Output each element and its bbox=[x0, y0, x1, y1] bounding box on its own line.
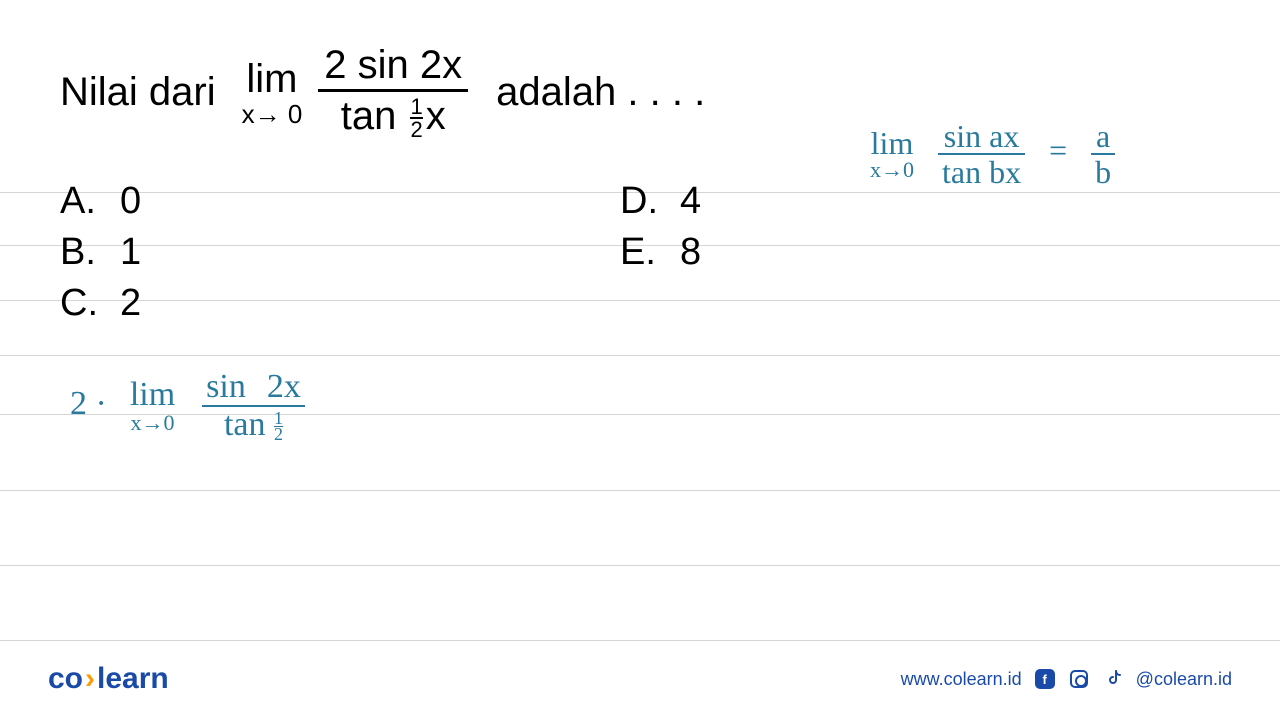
fraction-denominator: tan 1 2 x bbox=[335, 92, 452, 140]
fraction-numerator: 2 sin 2x bbox=[318, 45, 468, 89]
question-text: Nilai dari lim x→ 0 2 sin 2x tan 1 2 x a… bbox=[60, 45, 705, 140]
options-left-column: A. 0 B. 1 C. 2 bbox=[60, 180, 160, 333]
handwritten-formula: lim x→0 sin ax tan bx = a b bbox=[870, 120, 1115, 188]
hw-formula-rhs: a b bbox=[1091, 120, 1115, 188]
tiktok-icon bbox=[1102, 668, 1124, 690]
lim-label: lim bbox=[246, 59, 297, 99]
question-prefix: Nilai dari bbox=[60, 70, 216, 115]
question-suffix: adalah . . . . bbox=[496, 70, 705, 115]
lim-sub: x→ 0 bbox=[242, 101, 303, 127]
half-fraction: 1 2 bbox=[410, 97, 422, 141]
facebook-icon: f bbox=[1034, 668, 1056, 690]
option-c: C. 2 bbox=[60, 282, 160, 325]
website-url: www.colearn.id bbox=[901, 669, 1022, 690]
option-a: A. 0 bbox=[60, 180, 160, 223]
instagram-icon bbox=[1068, 668, 1090, 690]
option-e: E. 8 bbox=[620, 231, 720, 274]
hw-formula-frac: sin ax tan bx bbox=[938, 120, 1025, 188]
logo-dot-icon: › bbox=[85, 662, 95, 695]
hw-lim: lim x→0 bbox=[870, 127, 914, 181]
hw-work-lim: lim x→0 bbox=[130, 378, 175, 434]
hw-half-frac: 1 2 bbox=[274, 411, 283, 443]
social-handle: @colearn.id bbox=[1136, 669, 1232, 690]
footer: co›learn www.colearn.id f @colearn.id bbox=[0, 662, 1280, 696]
option-b: B. 1 bbox=[60, 231, 160, 274]
question-fraction: 2 sin 2x tan 1 2 x bbox=[318, 45, 468, 140]
options-right-column: D. 4 E. 8 bbox=[620, 180, 720, 282]
limit-notation: lim x→ 0 bbox=[242, 59, 303, 127]
handwritten-work: 2 · lim x→0 sin 2x tan 1 2 bbox=[70, 370, 305, 443]
option-d: D. 4 bbox=[620, 180, 720, 223]
hw-work-frac: sin 2x tan 1 2 bbox=[202, 370, 305, 443]
logo: co›learn bbox=[48, 662, 169, 696]
footer-links: www.colearn.id f @colearn.id bbox=[901, 668, 1232, 690]
